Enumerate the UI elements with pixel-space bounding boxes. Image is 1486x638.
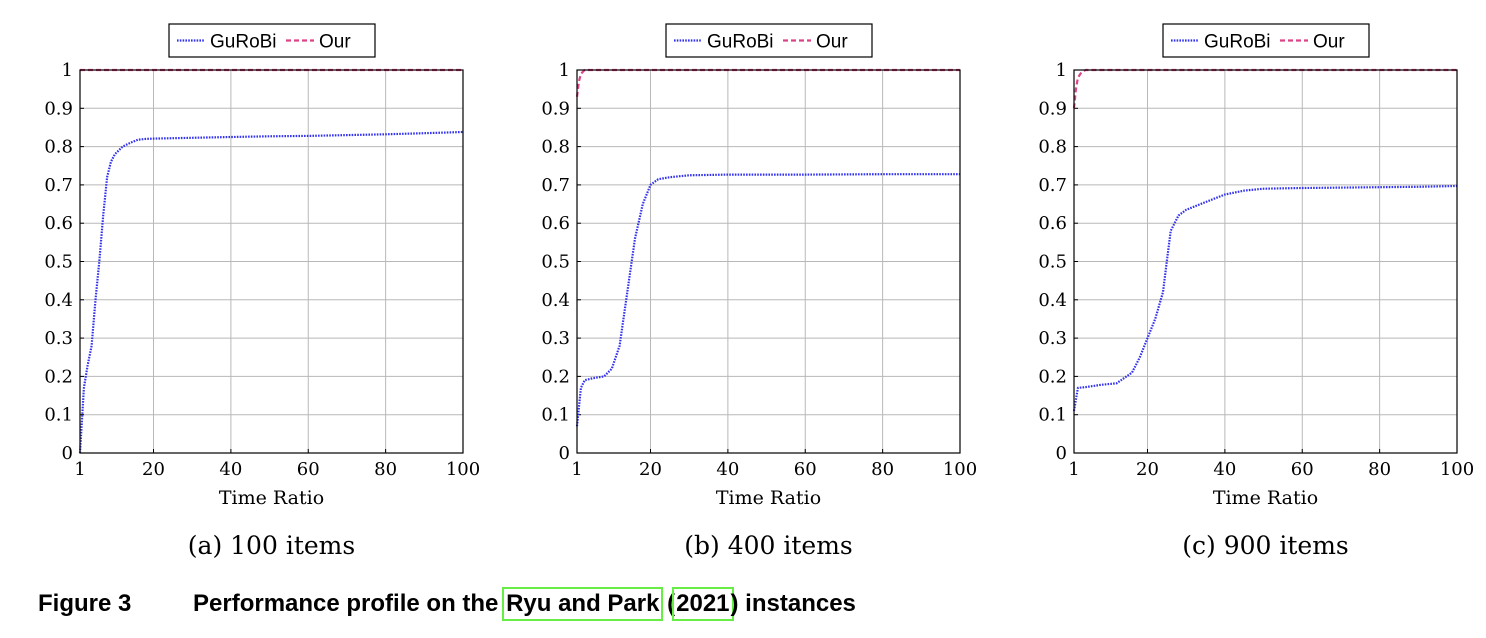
- y-tick-label: 0.2: [44, 366, 73, 387]
- y-tick-label: 1: [62, 60, 73, 81]
- x-tick-label: 20: [639, 459, 662, 480]
- y-tick-label: 0.9: [44, 98, 73, 119]
- chart-panel-1: 1 20 40 60 80 100 0 0.1 0.2 0.3 0.4 0.5 0.6 0.7 0.8 0.9…: [44, 23, 480, 560]
- x-tick-label: 60: [1291, 459, 1314, 480]
- y-tick-label: 0.6: [541, 213, 570, 234]
- y-tick-label: 0.1: [541, 405, 570, 426]
- y-tick-label: 0.5: [1038, 252, 1067, 273]
- y-tick-label: 0.6: [44, 213, 73, 234]
- plot-frame: [1073, 69, 1458, 454]
- x-axis-title: Time Ratio: [219, 487, 324, 509]
- chart-panel-2: 1 20 40 60 80 100 0 0.1 0.2 0.3 0.4 0.5 0.6 0.7 0.8 0.9…: [541, 23, 977, 560]
- y-tick-label: 0.2: [1038, 366, 1067, 387]
- y-tick-label: 0.9: [1038, 98, 1067, 119]
- x-tick-label: 40: [1213, 459, 1236, 480]
- legend-label-our: Our: [319, 32, 351, 53]
- y-tick-label: 0.3: [44, 328, 73, 349]
- x-tick-label: 60: [794, 459, 817, 480]
- legend-label-our: Our: [1313, 32, 1345, 53]
- y-tick-label: 0.9: [541, 98, 570, 119]
- y-tick-label: 0.1: [1038, 405, 1067, 426]
- citation-author-link[interactable]: Ryu and Park: [502, 587, 664, 621]
- x-tick-label: 1: [1068, 459, 1079, 480]
- y-tick-label: 0: [1056, 443, 1067, 464]
- caption-text-after: ) instances: [730, 590, 856, 617]
- y-tick-label: 0.1: [44, 405, 73, 426]
- subcaption: (b) 400 items: [684, 531, 853, 560]
- plot-frame: [79, 69, 464, 454]
- caption-text-before: Performance profile on the: [193, 590, 506, 617]
- y-tick-label: 0.8: [1038, 137, 1067, 158]
- y-tick-label: 1: [1056, 60, 1067, 81]
- x-tick-label: 20: [1136, 459, 1159, 480]
- y-tick-label: 0.3: [1038, 328, 1067, 349]
- figure-label: Figure 3: [38, 590, 132, 617]
- legend: GuRoBi Our: [1162, 23, 1370, 58]
- legend-label-gurobi: GuRoBi: [707, 32, 774, 53]
- legend-label-gurobi: GuRoBi: [210, 32, 277, 53]
- x-tick-label: 60: [297, 459, 320, 480]
- citation-year-link[interactable]: 2021: [672, 587, 734, 621]
- series-line-our: [1072, 68, 1457, 109]
- x-tick-label: 100: [943, 459, 977, 480]
- x-tick-label: 20: [142, 459, 165, 480]
- y-tick-label: 0.5: [541, 252, 570, 273]
- y-tick-label: 0.8: [44, 137, 73, 158]
- series-line-our: [575, 68, 960, 97]
- legend: GuRoBi Our: [665, 23, 873, 58]
- legend-box: [168, 23, 376, 58]
- x-tick-label: 1: [74, 459, 85, 480]
- plot-frame: [576, 69, 961, 454]
- x-axis-title: Time Ratio: [716, 487, 821, 509]
- chart-panel-3: 1 20 40 60 80 100 0 0.1 0.2 0.3 0.4 0.5 0.6 0.7 0.8 0.9…: [1038, 23, 1474, 560]
- x-tick-label: 100: [446, 459, 480, 480]
- y-tick-label: 0.6: [1038, 213, 1067, 234]
- subcaption: (a) 100 items: [188, 531, 355, 560]
- x-tick-label: 40: [219, 459, 242, 480]
- x-axis-title: Time Ratio: [1213, 487, 1318, 509]
- x-tick-label: 40: [716, 459, 739, 480]
- x-tick-label: 100: [1440, 459, 1474, 480]
- y-tick-label: 0.7: [541, 175, 570, 196]
- legend-label-our: Our: [816, 32, 848, 53]
- y-tick-label: 0.4: [44, 290, 73, 311]
- y-tick-label: 0: [62, 443, 73, 464]
- x-tick-label: 1: [571, 459, 582, 480]
- y-tick-label: 0.4: [1038, 290, 1067, 311]
- y-tick-label: 0.8: [541, 137, 570, 158]
- figure-panels: 1 20 40 60 80 10000.10.20.30.40.50.60.70.80.9…: [44, 23, 1474, 560]
- y-tick-label: 0.7: [1038, 175, 1067, 196]
- legend-label-gurobi: GuRoBi: [1204, 32, 1271, 53]
- y-tick-label: 0.5: [44, 252, 73, 273]
- y-tick-label: 0.4: [541, 290, 570, 311]
- y-tick-label: 0: [559, 443, 570, 464]
- y-tick-label: 0.3: [541, 328, 570, 349]
- subcaption: (c) 900 items: [1182, 531, 1349, 560]
- y-tick-label: 1: [559, 60, 570, 81]
- x-tick-label: 80: [374, 459, 397, 480]
- x-tick-label: 80: [1368, 459, 1391, 480]
- y-tick-label: 0.2: [541, 366, 570, 387]
- series-line-gurobi: [1072, 184, 1458, 412]
- x-tick-label: 80: [871, 459, 894, 480]
- series-line-gurobi: [78, 130, 464, 454]
- caption-paren-open: (: [660, 590, 676, 617]
- figure-caption: Figure 3 Performance profile on the Ryu a…: [38, 586, 856, 622]
- legend: GuRoBi Our: [168, 23, 376, 58]
- series-line-gurobi: [575, 173, 960, 427]
- y-tick-label: 0.7: [44, 175, 73, 196]
